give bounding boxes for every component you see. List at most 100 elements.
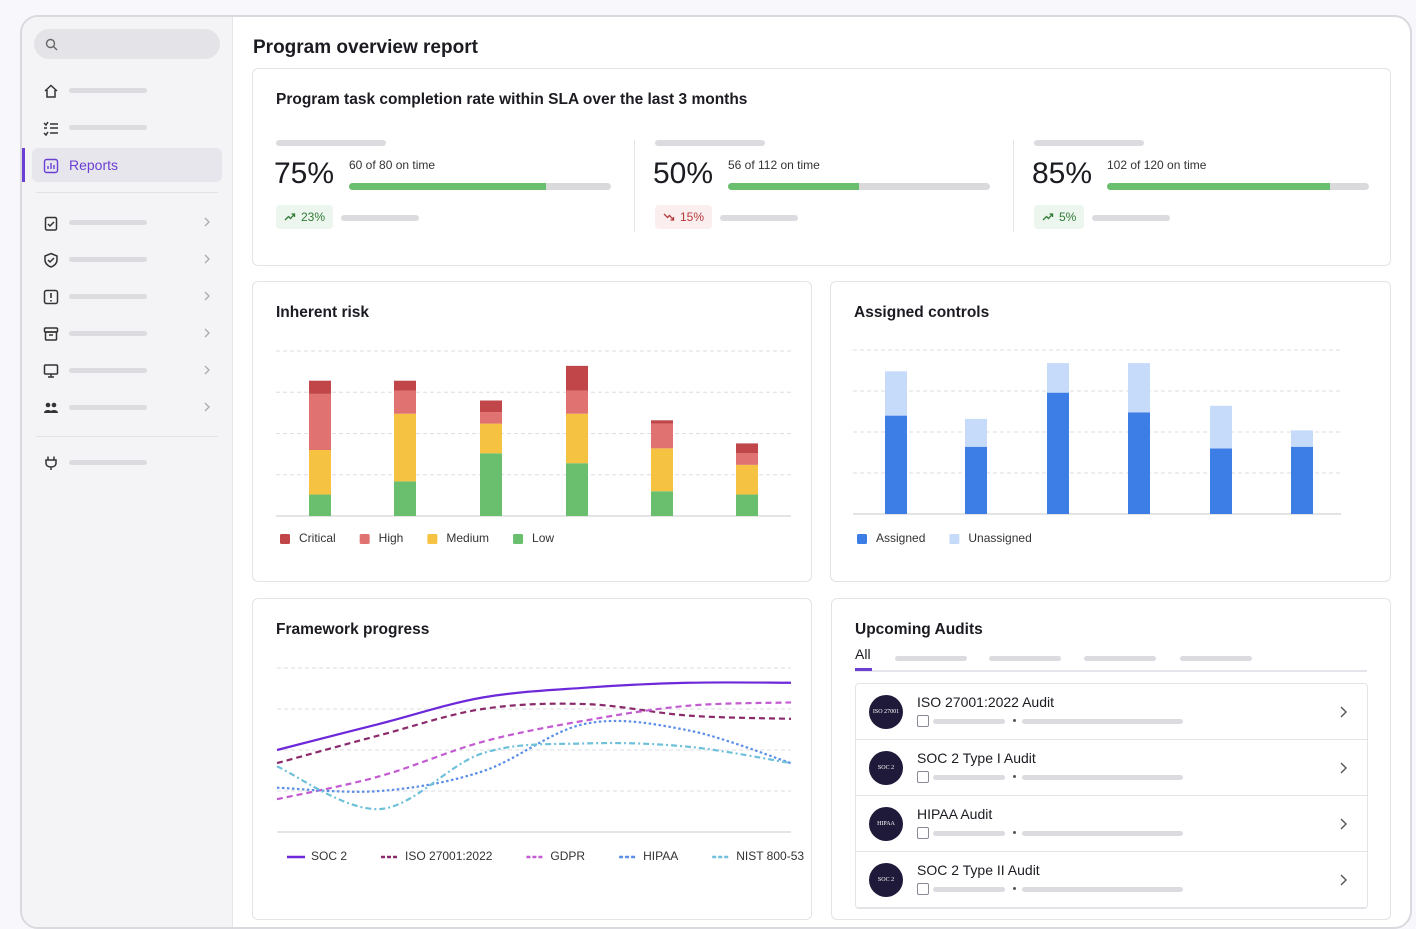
placeholder [933, 831, 1005, 836]
nav-item[interactable] [32, 110, 222, 144]
legend-swatch [359, 534, 370, 544]
sidebar: Reports [22, 17, 233, 927]
bar-segment [965, 418, 987, 447]
tab[interactable] [895, 656, 967, 661]
change-value: 5% [1059, 210, 1077, 224]
chevron-path [1340, 874, 1347, 886]
bar-segment [309, 494, 331, 516]
change-value: 15% [680, 210, 705, 224]
nav-item[interactable] [32, 316, 222, 350]
people-icon [44, 402, 58, 413]
bar-segment [309, 393, 331, 450]
inherent-risk-card: Inherent risk Critical High Medium Low [252, 281, 812, 582]
legend-swatch [280, 534, 290, 544]
bar-segment [480, 453, 502, 516]
bar-segment [1128, 412, 1150, 514]
legend-label: GDPR [550, 849, 585, 863]
trend-icon [663, 213, 675, 221]
tab[interactable]: All [855, 646, 871, 662]
bar-segment [1210, 448, 1232, 514]
series-line [276, 719, 792, 793]
audit-badge: SOC 2 [869, 751, 903, 785]
legend-label: NIST 800-53 [736, 849, 804, 863]
tab[interactable] [989, 656, 1061, 661]
nav-item[interactable] [32, 73, 222, 107]
nav-item[interactable] [32, 205, 222, 239]
monitor-icon [43, 364, 59, 378]
legend-label: SOC 2 [311, 849, 347, 863]
audit-row[interactable]: SOC 2 SOC 2 Type II Audit [856, 852, 1367, 908]
inherent-risk-chart: Critical High Medium Low [276, 350, 791, 545]
nav-item[interactable] [32, 445, 222, 479]
legend-label: ISO 27001:2022 [405, 849, 493, 863]
upcoming-audits-card: Upcoming Audits All ISO 27001 ISO 27001:2… [831, 598, 1391, 920]
legend-label: HIPAA [643, 849, 678, 863]
bar-segment [1047, 363, 1069, 393]
bar-segment [736, 464, 758, 495]
nav-item[interactable] [32, 242, 222, 276]
nav-item[interactable] [32, 279, 222, 313]
change-chip: 23% [276, 205, 334, 229]
bar-segment [1291, 446, 1313, 514]
progress-fill [349, 183, 546, 190]
archive-icon [43, 327, 59, 341]
placeholder [933, 887, 1005, 892]
audit-row[interactable]: HIPAA HIPAA Audit [856, 796, 1367, 852]
legend-label: Assigned [876, 531, 925, 545]
audit-name: SOC 2 Type II Audit [917, 862, 1040, 878]
nav-label: Reports [69, 157, 119, 173]
progress-track [349, 183, 611, 190]
bar-segment [394, 481, 416, 516]
audit-row[interactable]: SOC 2 SOC 2 Type I Audit [856, 740, 1367, 796]
rate-value: 85% [1032, 157, 1093, 190]
clipboard-icon [44, 216, 58, 231]
separator-dot [1013, 719, 1016, 722]
bar-segment [651, 491, 673, 516]
bar-segment [736, 494, 758, 516]
bar-segment [651, 420, 673, 424]
bar-segment [394, 390, 416, 414]
tab-underline [855, 668, 872, 671]
sla-column: 75% 60 of 80 on time 23% [274, 69, 636, 265]
trend-icon [284, 213, 296, 221]
tab[interactable] [1180, 656, 1252, 661]
search-box[interactable] [34, 29, 220, 59]
bar-segment [394, 380, 416, 391]
rate-value: 75% [274, 157, 335, 190]
separator-dot [1013, 775, 1016, 778]
change-chip: 5% [1034, 205, 1085, 229]
placeholder [1022, 887, 1183, 892]
bar-segment [1210, 405, 1232, 449]
audit-badge: HIPAA [869, 807, 903, 841]
audit-badge: ISO 27001 [869, 695, 903, 729]
search-icon [45, 38, 58, 51]
chevron-path [1340, 706, 1347, 718]
separator-dot [1013, 831, 1016, 834]
bar-segment [566, 390, 588, 414]
nav-item[interactable] [32, 353, 222, 387]
trend-arrow [284, 213, 296, 221]
nav-item[interactable] [32, 390, 222, 424]
bar-segment [736, 443, 758, 454]
tab[interactable] [1084, 656, 1156, 661]
change-chip: 15% [655, 205, 713, 229]
bar-segment [885, 415, 907, 514]
legend-swatch [949, 534, 960, 544]
assigned-controls-card: Assigned controls Assigned Unassigned [830, 281, 1391, 582]
assigned-controls-chart: Assigned Unassigned [853, 349, 1341, 545]
nav-item-active[interactable]: Reports [32, 148, 222, 182]
card-title: Program task completion rate within SLA … [276, 91, 748, 108]
placeholder [655, 140, 765, 146]
card-title: Inherent risk [276, 304, 370, 321]
bar-segment [965, 446, 987, 514]
tabs: All [855, 646, 1367, 672]
page-title: Program overview report [253, 37, 478, 58]
bar-segment [1128, 363, 1150, 413]
series-line [276, 701, 792, 801]
audit-row[interactable]: ISO 27001 ISO 27001:2022 Audit [856, 684, 1367, 740]
series-line [276, 681, 792, 752]
change-value: 23% [301, 210, 326, 224]
legend-swatch [513, 534, 524, 544]
sla-column: 50% 56 of 112 on time 15% [653, 69, 1015, 265]
